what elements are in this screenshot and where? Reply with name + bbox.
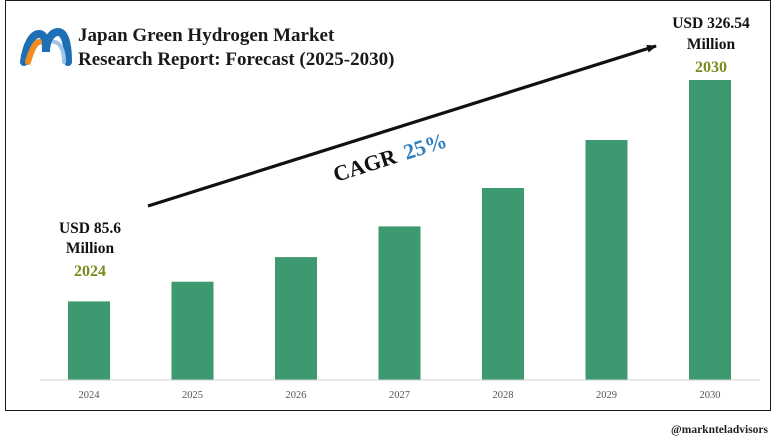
cagr-annotation: CAGR 25% [330, 128, 450, 187]
cagr-value: 25% [400, 128, 449, 165]
start-value-line1: USD 85.6 [59, 220, 121, 237]
x-tick-label-2027: 2027 [389, 390, 410, 401]
bar-2026 [275, 257, 317, 380]
cagr-label: CAGR [330, 143, 400, 187]
bar-2024 [68, 301, 110, 380]
trend-arrow [147, 44, 657, 208]
marknteladvisors-logo-icon [20, 27, 72, 66]
x-axis-ticks: 2024 2025 2026 2027 2028 2029 2030 [79, 390, 721, 401]
x-tick-label-2028: 2028 [493, 390, 514, 401]
start-year-label: 2024 [74, 263, 106, 280]
bar-2029 [585, 140, 628, 380]
end-year-label: 2030 [695, 59, 727, 76]
bar-2030 [689, 80, 731, 380]
end-value-line1: USD 326.54 [672, 15, 750, 32]
bar-2025 [171, 281, 214, 380]
x-tick-label-2024: 2024 [79, 390, 101, 401]
end-value-line2: Million [687, 36, 736, 53]
bar-2027 [378, 226, 421, 380]
chart-title-line2: Research Report: Forecast (2025-2030) [78, 49, 394, 70]
chart-title-line1: Japan Green Hydrogen Market [78, 25, 335, 46]
x-tick-label-2026: 2026 [286, 390, 307, 401]
x-tick-label-2029: 2029 [596, 390, 617, 401]
x-tick-label-2030: 2030 [700, 390, 721, 401]
bar-series [68, 80, 731, 380]
bar-2028 [482, 188, 524, 380]
watermark-handle: @marknteladvisors [671, 424, 768, 436]
start-value-line2: Million [66, 240, 115, 257]
x-tick-label-2025: 2025 [182, 390, 203, 401]
